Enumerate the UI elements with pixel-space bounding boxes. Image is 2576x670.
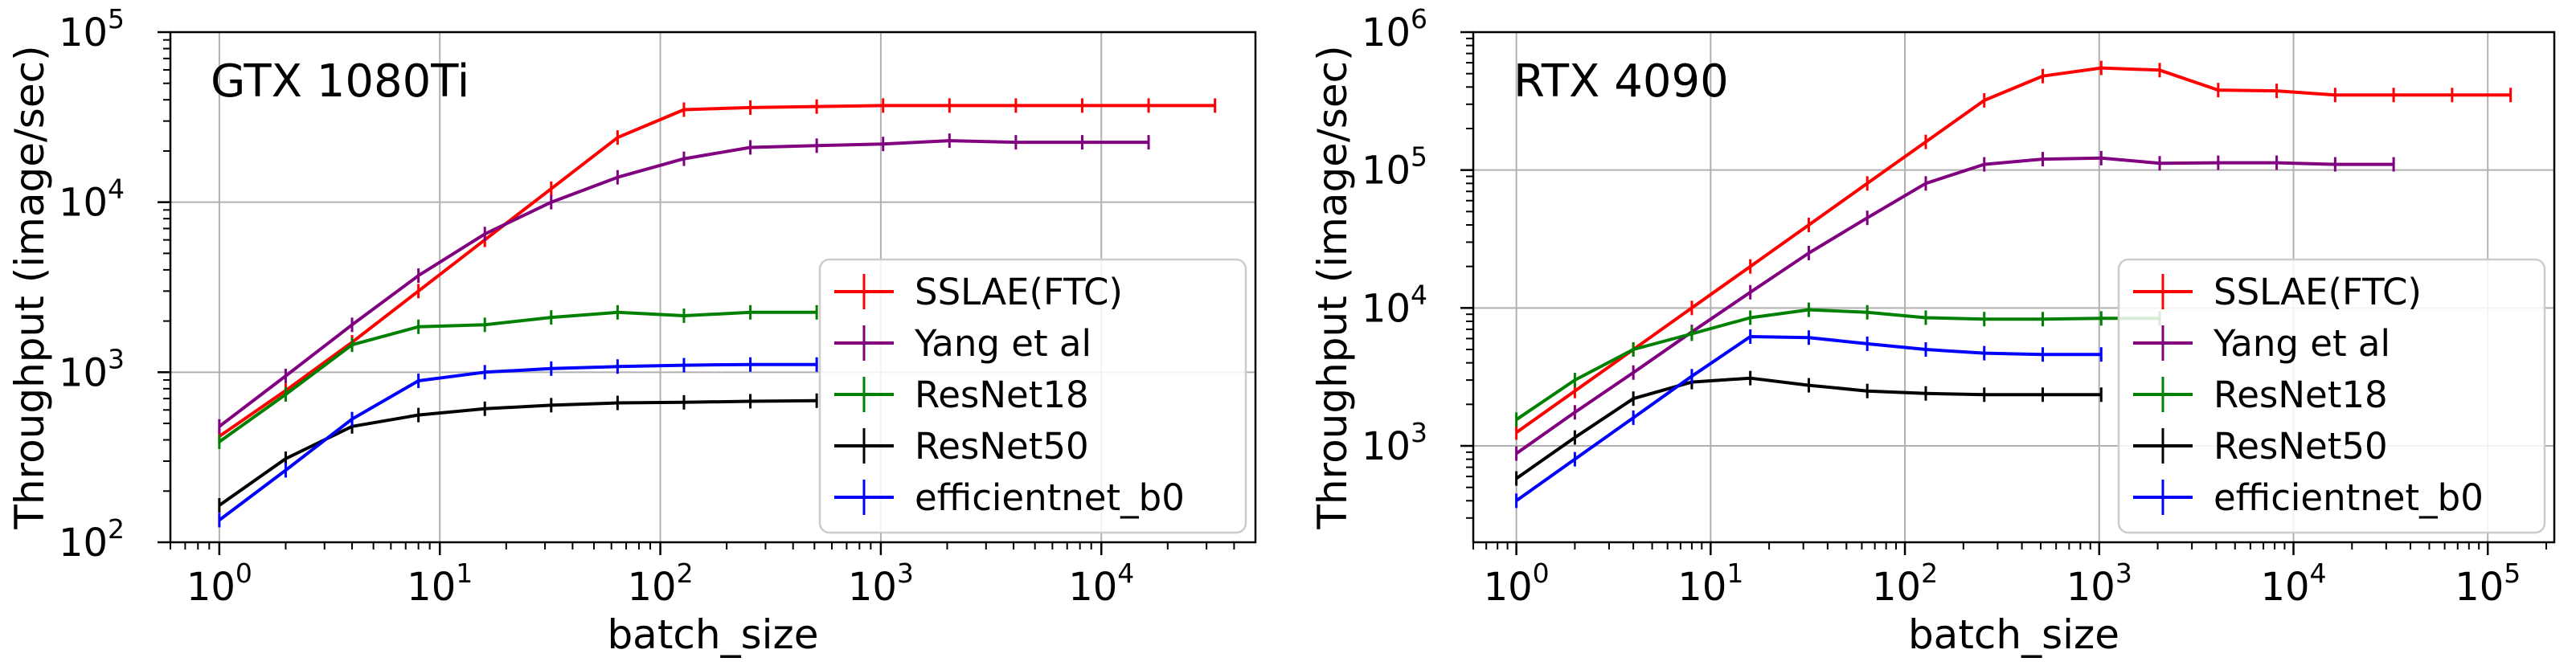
x-tick-label-base: 10 bbox=[2066, 565, 2115, 610]
x-tick-label: 100 bbox=[1484, 558, 1550, 610]
y-tick-label-exponent: 2 bbox=[108, 513, 125, 545]
x-tick-label-base: 10 bbox=[848, 565, 897, 610]
x-tick-label-exponent: 4 bbox=[1117, 558, 1134, 589]
y-tick-label-base: 10 bbox=[59, 521, 108, 566]
x-tick-label: 103 bbox=[848, 558, 914, 610]
legend-label: Yang et al bbox=[2213, 322, 2390, 365]
plot-frame bbox=[1472, 31, 2556, 544]
y-tick-label-base: 10 bbox=[1362, 149, 1411, 194]
series-line-resnet18 bbox=[218, 310, 817, 443]
y-tick-label-base: 10 bbox=[1362, 424, 1411, 469]
y-tick-label: 103 bbox=[59, 343, 125, 395]
series-line-sslae-ftc- bbox=[218, 104, 1215, 438]
x-tick-label-exponent: 1 bbox=[1726, 558, 1743, 589]
x-tick-label: 101 bbox=[407, 558, 473, 610]
x-tick-label: 103 bbox=[2066, 558, 2132, 610]
x-tick-label-base: 10 bbox=[1484, 565, 1533, 610]
y-tick-label-exponent: 5 bbox=[108, 3, 125, 35]
x-tick-label-exponent: 0 bbox=[1533, 558, 1550, 589]
y-tick-label-exponent: 4 bbox=[1411, 279, 1427, 310]
x-tick-label-base: 10 bbox=[1068, 565, 1117, 610]
x-tick-label: 102 bbox=[1872, 558, 1938, 610]
legend-label: ResNet50 bbox=[2214, 425, 2388, 468]
y-tick-label: 106 bbox=[1362, 3, 1427, 55]
x-tick-label-exponent: 2 bbox=[1921, 558, 1938, 589]
legend-item: SSLAE(FTC) bbox=[834, 271, 1123, 313]
legend-label: ResNet18 bbox=[915, 374, 1089, 416]
y-tick-label-exponent: 3 bbox=[1411, 417, 1427, 448]
y-tick-label: 104 bbox=[59, 174, 125, 226]
series-line-yang-et-al bbox=[1515, 156, 2394, 456]
legend-item: ResNet50 bbox=[834, 425, 1089, 468]
legend-label: Yang et al bbox=[914, 322, 1091, 365]
x-tick-label-base: 10 bbox=[1677, 565, 1726, 610]
x-axis-label: batch_size bbox=[607, 611, 818, 658]
x-tick-label: 104 bbox=[2260, 558, 2326, 610]
series-line-efficientnet-b0 bbox=[218, 362, 817, 521]
chart-panel-rtx-4090: 100 101 102 103 104 105103104105106batch_size… bbox=[1309, 3, 2556, 658]
y-tick-label: 102 bbox=[59, 513, 125, 566]
x-tick-label-exponent: 3 bbox=[897, 558, 914, 589]
legend-item: Yang et al bbox=[834, 322, 1091, 365]
legend-label: efficientnet_b0 bbox=[915, 476, 1185, 519]
legend-box bbox=[818, 258, 1247, 534]
x-tick-label-exponent: 0 bbox=[235, 558, 252, 589]
x-tick-label: 104 bbox=[1068, 558, 1134, 610]
x-tick-label-exponent: 5 bbox=[2504, 558, 2521, 589]
x-tick-label-exponent: 3 bbox=[2115, 558, 2132, 589]
y-tick-label-base: 10 bbox=[1362, 10, 1411, 55]
chart-title: RTX 4090 bbox=[1513, 55, 1729, 108]
legend-label: ResNet50 bbox=[915, 425, 1089, 468]
chart-title: GTX 1080Ti bbox=[211, 55, 469, 108]
y-axis-label: Throughput (image/sec) bbox=[6, 45, 53, 529]
y-tick-label-base: 10 bbox=[1362, 286, 1411, 331]
y-tick-label: 103 bbox=[1362, 417, 1427, 469]
y-axis-label: Throughput (image/sec) bbox=[1309, 45, 1356, 529]
x-axis-label: batch_size bbox=[1908, 611, 2119, 658]
x-tick-label-base: 10 bbox=[2455, 565, 2504, 610]
y-tick-label: 105 bbox=[59, 3, 125, 55]
legend-item: Yang et al bbox=[2133, 322, 2390, 365]
x-tick-label-base: 10 bbox=[2260, 565, 2309, 610]
x-tick-label-base: 10 bbox=[1872, 565, 1921, 610]
legend-box bbox=[2117, 258, 2546, 534]
legend-label: efficientnet_b0 bbox=[2214, 476, 2484, 519]
x-tick-label: 100 bbox=[186, 558, 252, 610]
x-tick-label-exponent: 4 bbox=[2310, 558, 2327, 589]
y-tick-label-exponent: 5 bbox=[1411, 141, 1427, 173]
series-line-resnet50 bbox=[218, 398, 817, 507]
chart-panel-gtx-1080ti: 100 101 102 103 104102103104105batch_sizeThr… bbox=[6, 3, 1257, 658]
legend-item: SSLAE(FTC) bbox=[2133, 271, 2422, 313]
legend-item: efficientnet_b0 bbox=[834, 476, 1185, 519]
legend-item: ResNet50 bbox=[2133, 425, 2388, 468]
series-line-resnet18 bbox=[1515, 308, 2160, 421]
y-tick-label-exponent: 6 bbox=[1411, 3, 1427, 35]
x-tick-label-exponent: 1 bbox=[456, 558, 473, 589]
legend-item: ResNet18 bbox=[2133, 374, 2388, 416]
y-tick-label: 105 bbox=[1362, 141, 1427, 194]
y-tick-label-exponent: 3 bbox=[108, 343, 125, 374]
y-tick-label-base: 10 bbox=[59, 181, 108, 226]
legend-label: ResNet18 bbox=[2214, 374, 2388, 416]
y-tick-label-base: 10 bbox=[59, 350, 108, 395]
x-tick-label-base: 10 bbox=[628, 565, 677, 610]
x-tick-label: 105 bbox=[2455, 558, 2521, 610]
x-tick-label-base: 10 bbox=[186, 565, 235, 610]
legend: SSLAE(FTC) Yang et al ResNet18 ResNet50 effi… bbox=[2117, 258, 2546, 534]
y-tick-label-exponent: 4 bbox=[108, 174, 125, 205]
legend-label: SSLAE(FTC) bbox=[2214, 271, 2422, 313]
y-tick-label-base: 10 bbox=[59, 10, 108, 55]
x-tick-label-base: 10 bbox=[407, 565, 456, 610]
x-tick-label: 102 bbox=[628, 558, 694, 610]
legend-item: ResNet18 bbox=[834, 374, 1089, 416]
x-tick-label: 101 bbox=[1677, 558, 1743, 610]
series-line-sslae-ftc- bbox=[1515, 66, 2511, 435]
legend-item: efficientnet_b0 bbox=[2133, 476, 2484, 519]
legend: SSLAE(FTC) Yang et al ResNet18 ResNet50 effi… bbox=[818, 258, 1247, 534]
y-tick-label: 104 bbox=[1362, 279, 1427, 331]
legend-label: SSLAE(FTC) bbox=[915, 271, 1123, 313]
x-tick-label-exponent: 2 bbox=[677, 558, 694, 589]
plot-frame bbox=[169, 31, 1257, 544]
